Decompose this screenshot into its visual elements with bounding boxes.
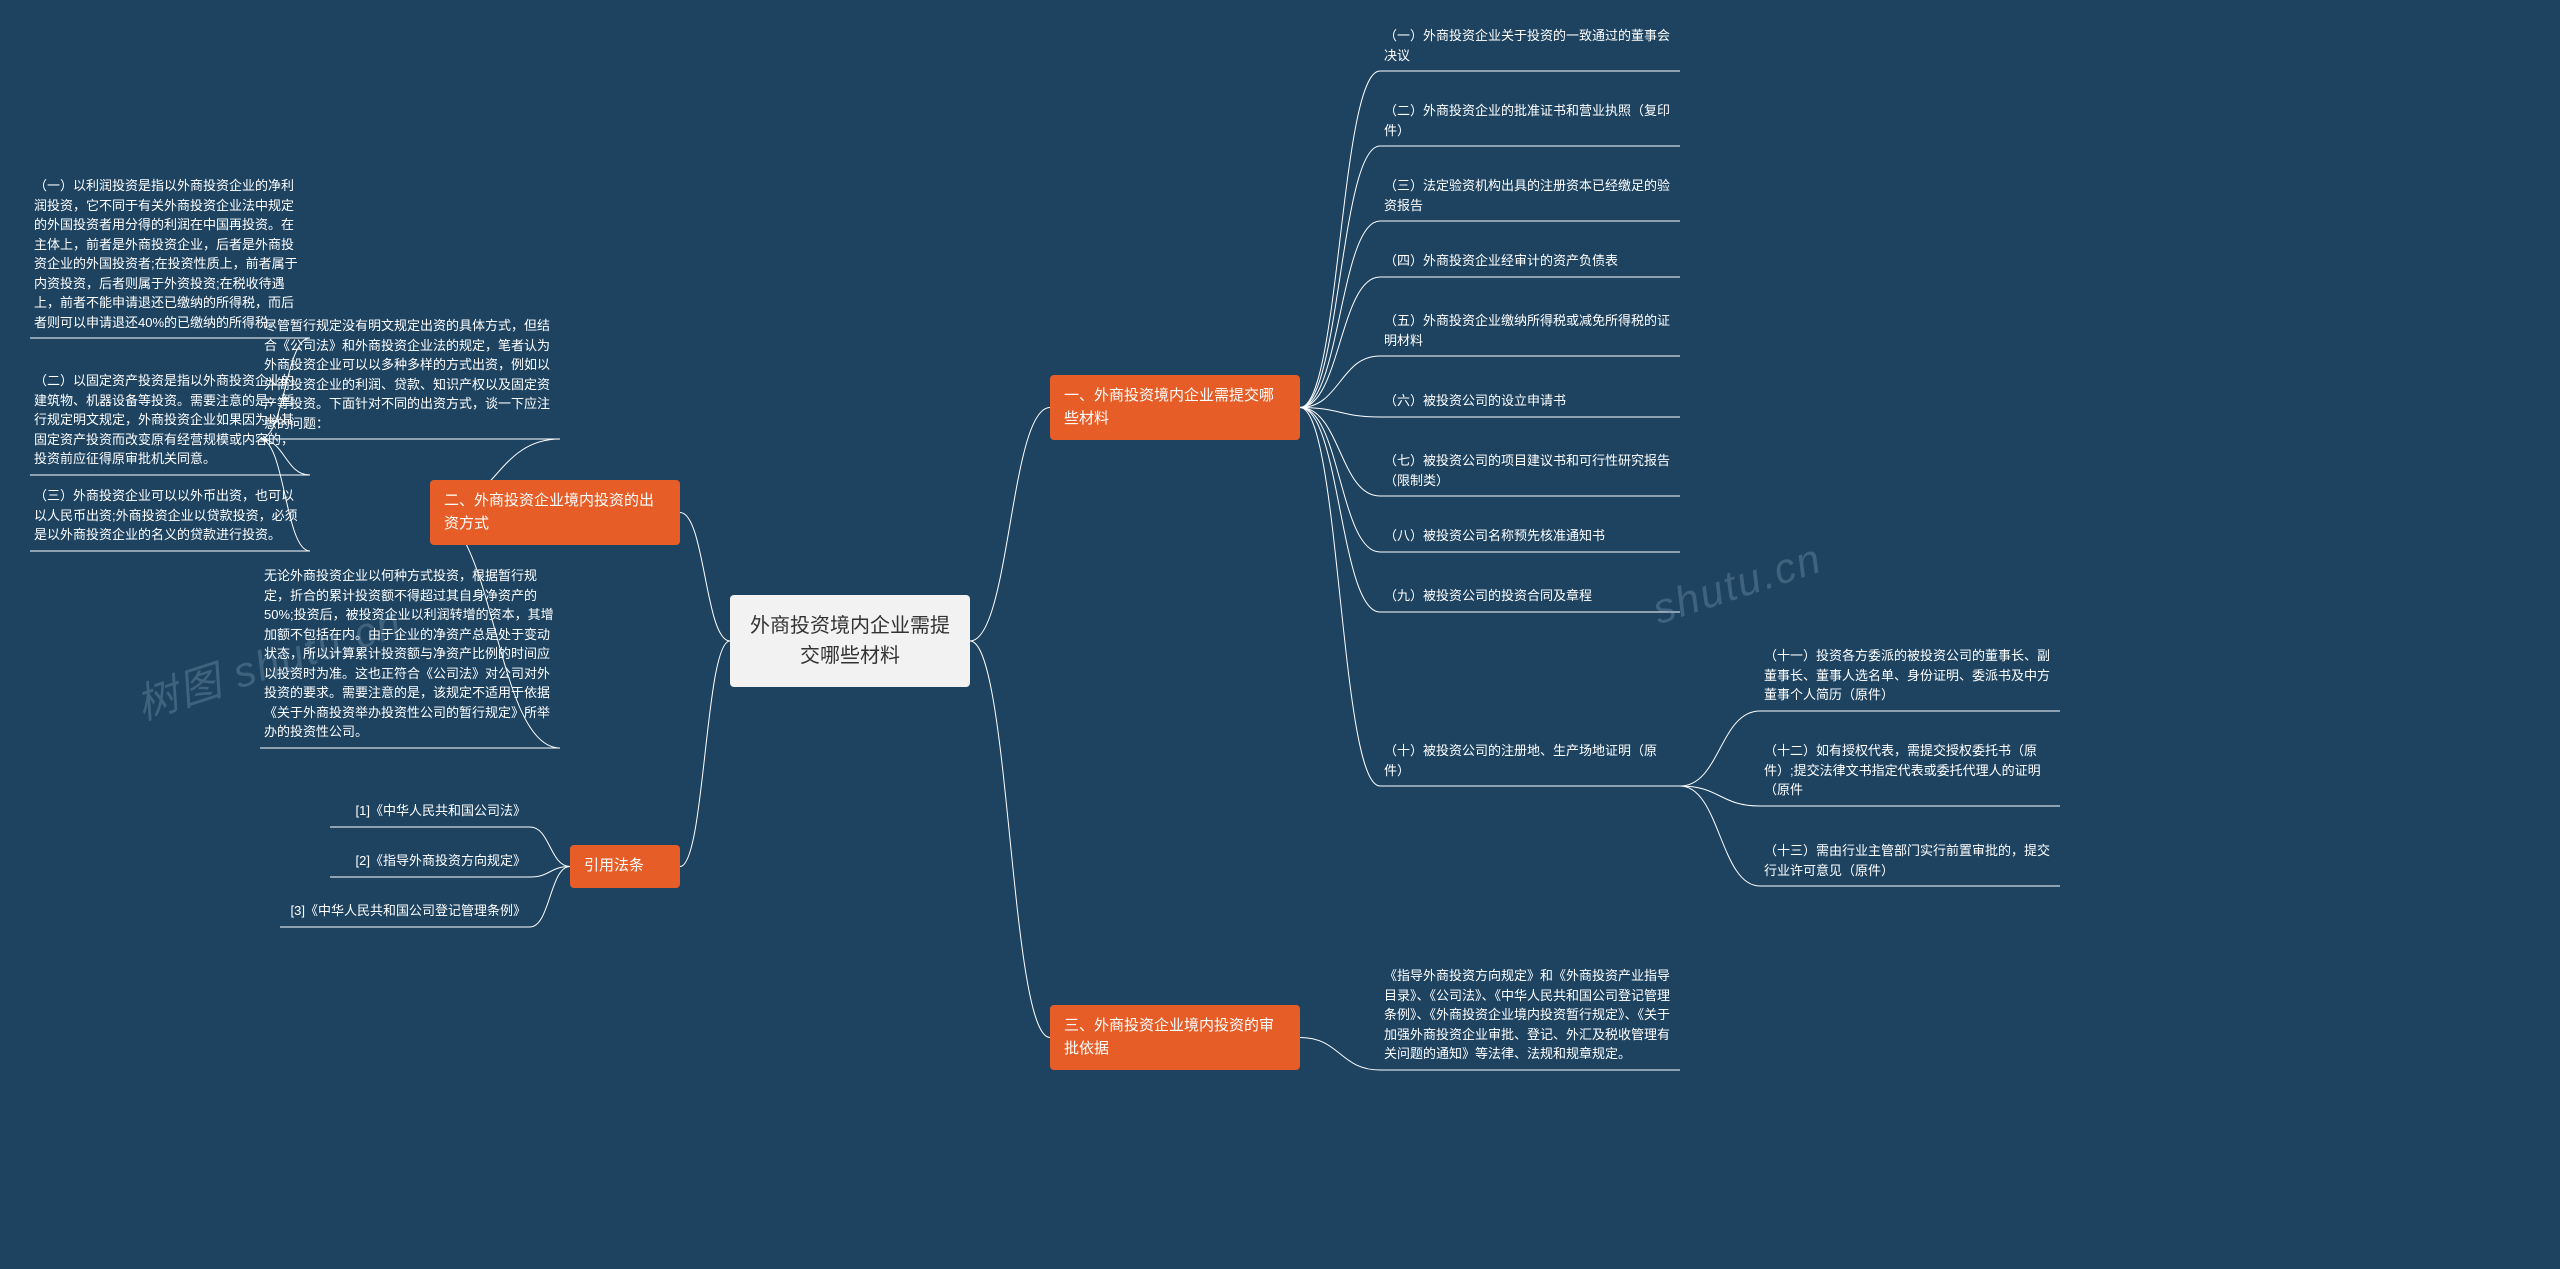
- leaf-ref-2: [2]《指导外商投资方向规定》: [330, 845, 530, 877]
- leaf-b1-5: （五）外商投资企业缴纳所得税或减免所得税的证明材料: [1380, 305, 1680, 356]
- leaf-b2-1-1: （一）以利润投资是指以外商投资企业的净利润投资，它不同于有关外商投资企业法中规定…: [30, 170, 310, 338]
- leaf-b1-10: （十）被投资公司的注册地、生产场地证明（原件）: [1380, 735, 1680, 786]
- leaf-b2-1-3: （三）外商投资企业可以以外币出资，也可以以人民币出资;外商投资企业以贷款投资，必…: [30, 480, 310, 551]
- leaf-b2-2: 无论外商投资企业以何种方式投资，根据暂行规定，折合的累计投资额不得超过其自身净资…: [260, 560, 560, 748]
- leaf-b1-10-2: （十二）如有授权代表，需提交授权委托书（原件）;提交法律文书指定代表或委托代理人…: [1760, 735, 2060, 806]
- leaf-b1-7: （七）被投资公司的项目建议书和可行性研究报告（限制类）: [1380, 445, 1680, 496]
- branch-1: 一、外商投资境内企业需提交哪些材料: [1050, 375, 1300, 440]
- leaf-b2-1-2: （二）以固定资产投资是指以外商投资企业的建筑物、机器设备等投资。需要注意的是，暂…: [30, 365, 310, 475]
- leaf-b1-10-3: （十三）需由行业主管部门实行前置审批的，提交行业许可意见（原件）: [1760, 835, 2060, 886]
- leaf-b1-9: （九）被投资公司的投资合同及章程: [1380, 580, 1680, 612]
- leaf-b1-4: （四）外商投资企业经审计的资产负债表: [1380, 245, 1680, 277]
- branch-ref: 引用法条: [570, 845, 680, 888]
- leaf-ref-3: [3]《中华人民共和国公司登记管理条例》: [280, 895, 530, 927]
- mindmap-root: 外商投资境内企业需提交哪些材料: [730, 595, 970, 687]
- leaf-b1-8: （八）被投资公司名称预先核准通知书: [1380, 520, 1680, 552]
- branch-2: 二、外商投资企业境内投资的出资方式: [430, 480, 680, 545]
- leaf-b1-1: （一）外商投资企业关于投资的一致通过的董事会决议: [1380, 20, 1680, 71]
- leaf-b1-3: （三）法定验资机构出具的注册资本已经缴足的验资报告: [1380, 170, 1680, 221]
- leaf-b1-6: （六）被投资公司的设立申请书: [1380, 385, 1680, 417]
- leaf-b3-1: 《指导外商投资方向规定》和《外商投资产业指导目录》、《公司法》、《中华人民共和国…: [1380, 960, 1680, 1070]
- branch-3: 三、外商投资企业境内投资的审批依据: [1050, 1005, 1300, 1070]
- leaf-ref-1: [1]《中华人民共和国公司法》: [330, 795, 530, 827]
- leaf-b1-2: （二）外商投资企业的批准证书和营业执照（复印件）: [1380, 95, 1680, 146]
- leaf-b1-10-1: （十一）投资各方委派的被投资公司的董事长、副董事长、董事人选名单、身份证明、委派…: [1760, 640, 2060, 711]
